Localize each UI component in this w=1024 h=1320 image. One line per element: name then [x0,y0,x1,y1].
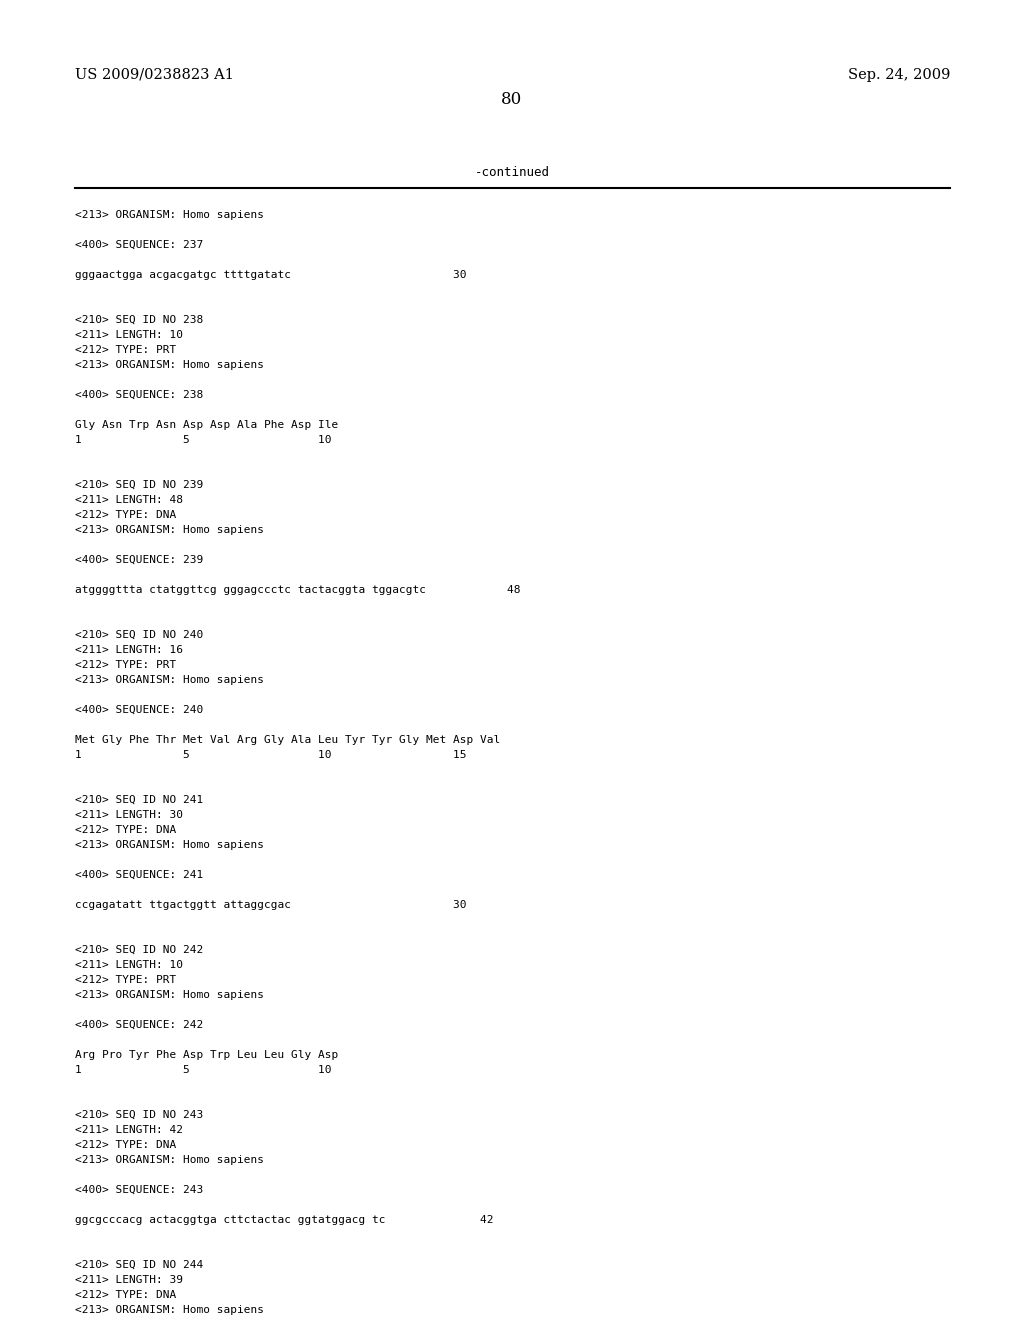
Text: ccgagatatt ttgactggtt attaggcgac                        30: ccgagatatt ttgactggtt attaggcgac 30 [75,900,467,909]
Text: <213> ORGANISM: Homo sapiens: <213> ORGANISM: Homo sapiens [75,525,264,535]
Text: <213> ORGANISM: Homo sapiens: <213> ORGANISM: Homo sapiens [75,990,264,1001]
Text: <212> TYPE: PRT: <212> TYPE: PRT [75,975,176,985]
Text: <400> SEQUENCE: 240: <400> SEQUENCE: 240 [75,705,203,715]
Text: <210> SEQ ID NO 239: <210> SEQ ID NO 239 [75,480,203,490]
Text: <213> ORGANISM: Homo sapiens: <213> ORGANISM: Homo sapiens [75,360,264,370]
Text: atggggttta ctatggttcg gggagccctc tactacggta tggacgtc            48: atggggttta ctatggttcg gggagccctc tactacg… [75,585,520,595]
Text: <211> LENGTH: 10: <211> LENGTH: 10 [75,960,183,970]
Text: Arg Pro Tyr Phe Asp Trp Leu Leu Gly Asp: Arg Pro Tyr Phe Asp Trp Leu Leu Gly Asp [75,1049,338,1060]
Text: <210> SEQ ID NO 244: <210> SEQ ID NO 244 [75,1261,203,1270]
Text: <212> TYPE: PRT: <212> TYPE: PRT [75,345,176,355]
Text: <400> SEQUENCE: 241: <400> SEQUENCE: 241 [75,870,203,880]
Text: <212> TYPE: DNA: <212> TYPE: DNA [75,1140,176,1150]
Text: Gly Asn Trp Asn Asp Asp Ala Phe Asp Ile: Gly Asn Trp Asn Asp Asp Ala Phe Asp Ile [75,420,338,430]
Text: US 2009/0238823 A1: US 2009/0238823 A1 [75,69,233,82]
Text: <211> LENGTH: 16: <211> LENGTH: 16 [75,645,183,655]
Text: <400> SEQUENCE: 243: <400> SEQUENCE: 243 [75,1185,203,1195]
Text: Met Gly Phe Thr Met Val Arg Gly Ala Leu Tyr Tyr Gly Met Asp Val: Met Gly Phe Thr Met Val Arg Gly Ala Leu … [75,735,501,744]
Text: <213> ORGANISM: Homo sapiens: <213> ORGANISM: Homo sapiens [75,675,264,685]
Text: <213> ORGANISM: Homo sapiens: <213> ORGANISM: Homo sapiens [75,840,264,850]
Text: 1               5                   10                  15: 1 5 10 15 [75,750,467,760]
Text: <210> SEQ ID NO 242: <210> SEQ ID NO 242 [75,945,203,954]
Text: <213> ORGANISM: Homo sapiens: <213> ORGANISM: Homo sapiens [75,1155,264,1166]
Text: <211> LENGTH: 39: <211> LENGTH: 39 [75,1275,183,1284]
Text: -continued: -continued [474,165,550,178]
Text: <210> SEQ ID NO 241: <210> SEQ ID NO 241 [75,795,203,805]
Text: <210> SEQ ID NO 238: <210> SEQ ID NO 238 [75,315,203,325]
Text: 1               5                   10: 1 5 10 [75,436,332,445]
Text: <212> TYPE: PRT: <212> TYPE: PRT [75,660,176,671]
Text: <211> LENGTH: 10: <211> LENGTH: 10 [75,330,183,341]
Text: 1               5                   10: 1 5 10 [75,1065,332,1074]
Text: ggcgcccacg actacggtga cttctactac ggtatggacg tc              42: ggcgcccacg actacggtga cttctactac ggtatgg… [75,1214,494,1225]
Text: <212> TYPE: DNA: <212> TYPE: DNA [75,825,176,836]
Text: gggaactgga acgacgatgc ttttgatatc                        30: gggaactgga acgacgatgc ttttgatatc 30 [75,271,467,280]
Text: <212> TYPE: DNA: <212> TYPE: DNA [75,1290,176,1300]
Text: <210> SEQ ID NO 243: <210> SEQ ID NO 243 [75,1110,203,1119]
Text: <211> LENGTH: 42: <211> LENGTH: 42 [75,1125,183,1135]
Text: Sep. 24, 2009: Sep. 24, 2009 [848,69,950,82]
Text: <212> TYPE: DNA: <212> TYPE: DNA [75,510,176,520]
Text: <211> LENGTH: 30: <211> LENGTH: 30 [75,810,183,820]
Text: <213> ORGANISM: Homo sapiens: <213> ORGANISM: Homo sapiens [75,1305,264,1315]
Text: <400> SEQUENCE: 242: <400> SEQUENCE: 242 [75,1020,203,1030]
Text: <400> SEQUENCE: 238: <400> SEQUENCE: 238 [75,389,203,400]
Text: <211> LENGTH: 48: <211> LENGTH: 48 [75,495,183,506]
Text: <210> SEQ ID NO 240: <210> SEQ ID NO 240 [75,630,203,640]
Text: <400> SEQUENCE: 237: <400> SEQUENCE: 237 [75,240,203,249]
Text: <213> ORGANISM: Homo sapiens: <213> ORGANISM: Homo sapiens [75,210,264,220]
Text: <400> SEQUENCE: 239: <400> SEQUENCE: 239 [75,554,203,565]
Text: 80: 80 [502,91,522,108]
